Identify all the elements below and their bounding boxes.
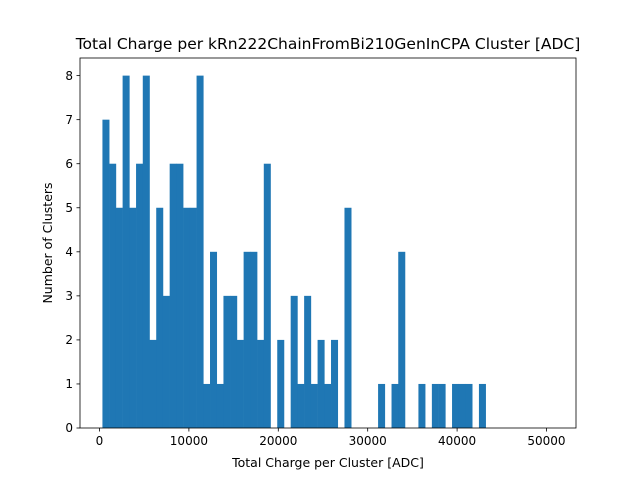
x-tick-label: 30000: [349, 434, 387, 448]
y-axis-label: Number of Clusters: [40, 182, 55, 303]
histogram-bar: [122, 75, 130, 429]
histogram-bar: [431, 383, 439, 428]
histogram-bar: [304, 295, 312, 428]
histogram-bar: [344, 207, 352, 428]
y-tick-label: 2: [65, 333, 73, 347]
histogram-bar: [378, 383, 386, 428]
y-tick-label: 6: [65, 157, 73, 171]
y-tick-label: 5: [65, 201, 73, 215]
histogram-bar: [257, 339, 265, 428]
histogram-bar: [458, 383, 466, 428]
histogram-bar: [250, 251, 258, 428]
y-tick-label: 4: [65, 245, 73, 259]
histogram-bar: [310, 383, 318, 428]
histogram-bar: [418, 383, 426, 428]
histogram-bar: [391, 383, 399, 428]
x-tick-label: 10000: [170, 434, 208, 448]
axes-frame: [79, 57, 577, 429]
x-ticks-group: 0 10000 20000 30000 40000 50000: [96, 428, 566, 448]
histogram-bar: [196, 75, 204, 429]
x-tick-label: 50000: [527, 434, 565, 448]
histogram-bar: [290, 295, 298, 428]
y-tick-label: 7: [65, 113, 73, 127]
histogram-bar: [129, 207, 137, 428]
histogram-bar: [115, 207, 123, 428]
y-tick-label: 3: [65, 289, 73, 303]
histogram-bar: [398, 251, 406, 428]
y-tick-label: 0: [65, 421, 73, 435]
histogram-bar: [331, 339, 339, 428]
histogram-bar: [452, 383, 460, 428]
x-tick-label: 0: [96, 434, 104, 448]
histogram-bar: [102, 119, 110, 429]
histogram-bar: [465, 383, 473, 428]
histogram-bar: [324, 383, 332, 428]
histogram-bar: [230, 295, 238, 428]
y-tick-label: 1: [65, 377, 73, 391]
histogram-bar: [478, 383, 486, 428]
histogram-bar: [169, 163, 177, 428]
histogram-bar: [236, 339, 244, 428]
x-tick-label: 40000: [438, 434, 476, 448]
x-tick-label: 20000: [259, 434, 297, 448]
histogram-bar: [183, 207, 191, 428]
histogram-bar: [317, 339, 325, 428]
histogram-bar: [189, 207, 197, 428]
histogram-bar: [210, 251, 218, 428]
bars-group: [102, 75, 486, 429]
histogram-bar: [223, 295, 231, 428]
histogram-bar: [149, 339, 157, 428]
y-ticks-group: 0 1 2 3 4 5 6 7 8: [65, 69, 80, 435]
chart-title: Total Charge per kRn222ChainFromBi210Gen…: [75, 35, 581, 53]
histogram-bar: [297, 383, 305, 428]
histogram-bar: [277, 339, 285, 428]
histogram-bar: [162, 295, 170, 428]
histogram-bar: [156, 207, 164, 428]
histogram-bar: [109, 163, 117, 428]
y-tick-label: 8: [65, 69, 73, 83]
histogram-bar: [216, 383, 224, 428]
histogram-bar: [176, 163, 184, 428]
x-axis-label: Total Charge per Cluster [ADC]: [231, 455, 424, 470]
histogram-bar: [203, 383, 211, 428]
histogram-bar: [243, 251, 251, 428]
histogram-bar: [142, 75, 150, 429]
histogram-bar: [438, 383, 446, 428]
histogram-bar: [136, 163, 144, 428]
histogram-bar: [263, 163, 271, 428]
